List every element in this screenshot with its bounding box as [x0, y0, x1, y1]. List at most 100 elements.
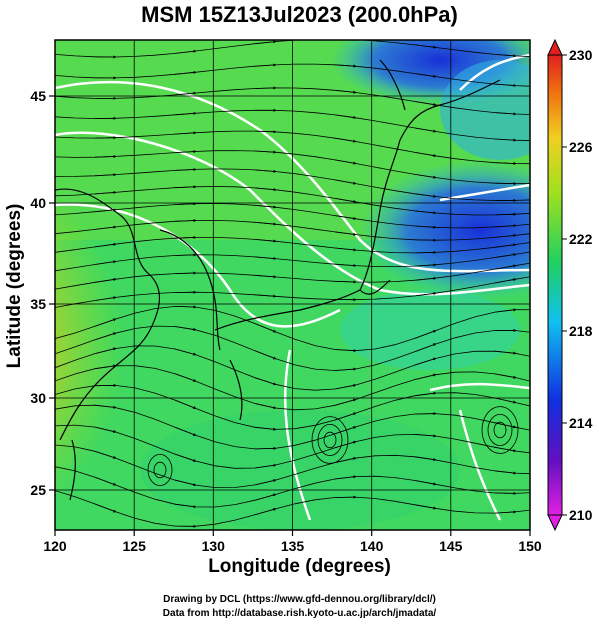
streamline-arrow — [414, 73, 437, 78]
streamline-arrow — [254, 507, 277, 516]
streamline-arrow — [174, 111, 197, 116]
streamline-arrow — [414, 210, 437, 215]
eddy-streamline — [323, 431, 337, 449]
streamline-arrow — [174, 326, 197, 332]
colorbar-tick-label: 210 — [569, 507, 593, 523]
streamline-arrow — [414, 225, 437, 229]
streamline-arrow — [494, 308, 517, 313]
streamline-arrow — [494, 278, 517, 284]
streamline-arrow — [254, 40, 277, 45]
streamline-arrow — [494, 138, 517, 142]
map-title: MSM 15Z13Jul2023 (200.0hPa) — [141, 2, 458, 27]
streamline-arrow — [174, 305, 197, 309]
streamline-arrow — [254, 86, 277, 90]
streamline-arrow — [254, 377, 277, 386]
streamline-arrow — [414, 44, 437, 49]
streamline-arrow — [174, 348, 197, 356]
streamline-arrow — [254, 446, 277, 450]
streamline-arrow — [334, 215, 357, 221]
streamline-arrow — [414, 504, 437, 510]
streamline-arrow — [494, 470, 517, 475]
streamline-arrow — [254, 463, 277, 469]
y-tick-label: 30 — [30, 390, 46, 406]
streamline-arrow — [94, 347, 117, 355]
streamline — [55, 130, 530, 165]
streamline-arrow — [94, 154, 117, 159]
streamline-arrow — [334, 89, 357, 94]
streamline-arrow — [494, 397, 517, 404]
streamline-arrow — [414, 343, 437, 352]
streamline — [55, 150, 530, 185]
streamline-arrow — [94, 503, 117, 513]
streamline-arrow — [174, 91, 197, 96]
streamline-arrow — [334, 426, 357, 435]
streamline-arrow — [254, 221, 277, 226]
streamline — [55, 87, 530, 115]
streamline-arrow — [334, 159, 357, 165]
streamline-arrow — [494, 224, 517, 228]
streamline-arrow — [334, 263, 357, 268]
streamline-arrow — [334, 280, 357, 284]
streamline-arrow — [174, 479, 197, 487]
streamline-arrow — [334, 114, 357, 120]
streamline — [55, 490, 530, 527]
streamline-arrow — [334, 231, 357, 236]
streamline — [55, 305, 530, 352]
streamline-arrow — [254, 187, 277, 192]
x-tick-label: 125 — [123, 538, 147, 554]
y-ticks — [49, 95, 55, 491]
streamline-arrow — [494, 510, 517, 514]
streamline-arrow — [254, 479, 277, 486]
streamline-arrow — [174, 149, 197, 154]
streamline-arrow — [334, 349, 357, 353]
streamline-arrow — [174, 131, 197, 135]
streamline-arrow — [94, 173, 117, 177]
streamline-arrow — [494, 264, 517, 270]
streamline-arrow — [94, 318, 117, 327]
streamline — [55, 345, 530, 391]
x-tick-label: 150 — [518, 538, 542, 554]
streamline-arrow — [414, 152, 437, 158]
x-tick-label: 120 — [43, 538, 67, 554]
streamline-arrow — [494, 233, 517, 238]
streamline-arrow — [94, 426, 117, 434]
streamline-arrow — [414, 434, 437, 438]
streamline — [55, 424, 530, 469]
data-credit: Data from http://database.rish.kyoto-u.a… — [162, 608, 437, 619]
streamline-arrow — [414, 391, 437, 397]
streamline-arrow — [414, 357, 437, 366]
colorbar: 230 226 222 218 214 210 — [547, 38, 593, 532]
grid-lines — [55, 40, 530, 530]
streamline-arrow — [94, 404, 117, 409]
streamline-arrow — [414, 291, 437, 297]
streamline-arrow — [174, 373, 197, 382]
streamline — [55, 325, 530, 371]
streamline-arrow — [254, 294, 277, 298]
streamline — [55, 186, 530, 216]
map-field — [55, 40, 530, 530]
streamline — [55, 444, 530, 489]
streamline — [55, 276, 530, 308]
streamline — [55, 251, 530, 272]
streamline-arrow — [174, 253, 197, 257]
streamline-arrow — [174, 185, 197, 189]
streamline-arrow — [254, 274, 277, 279]
streamline-arrow — [174, 202, 197, 206]
streamline — [55, 237, 530, 254]
streamline — [55, 466, 530, 508]
streamline-arrow — [334, 398, 357, 406]
x-tick-label: 130 — [202, 538, 226, 554]
streamline-arrow — [414, 456, 437, 462]
streamlines — [55, 40, 530, 528]
y-tick-label: 35 — [30, 296, 46, 312]
streamline — [55, 262, 530, 290]
eddy-streamline — [311, 416, 349, 464]
streamline — [55, 109, 530, 141]
drawing-credit: Drawing by DCL (https://www.gfd-dennou.o… — [163, 594, 436, 605]
streamline-arrow — [414, 173, 437, 179]
streamline-arrow — [494, 83, 517, 88]
colorbar-tick-label: 218 — [569, 323, 593, 339]
streamline-arrow — [254, 63, 277, 67]
streamline-arrow — [494, 373, 517, 379]
streamline — [55, 384, 530, 430]
